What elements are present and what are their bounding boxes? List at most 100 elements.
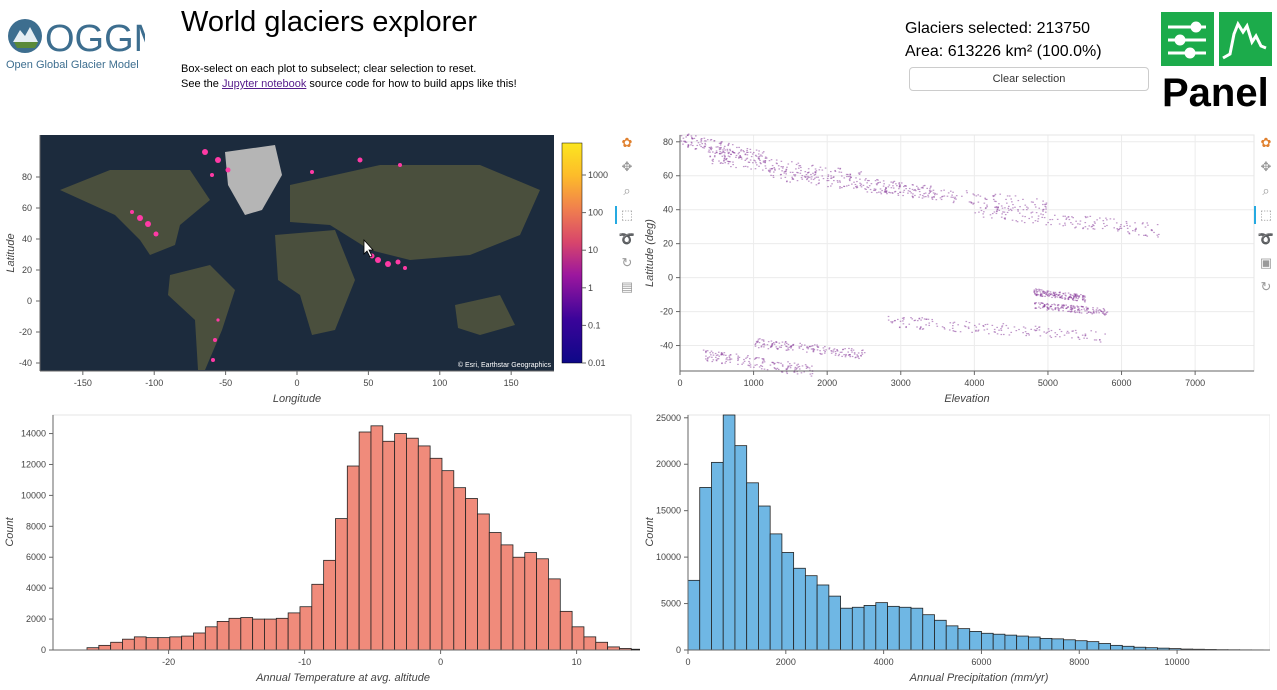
scatter-point [993, 211, 996, 213]
scatter-point [1072, 296, 1075, 298]
scatter-point [801, 365, 804, 367]
scatter-point [732, 152, 735, 154]
hover-icon[interactable]: ▤ [620, 279, 634, 294]
scatter-point [787, 365, 790, 367]
scatter-point [1035, 307, 1038, 309]
scatter-point [1005, 198, 1007, 201]
scatter-point [735, 166, 737, 169]
scatter-point [1032, 201, 1034, 203]
scatter-point [724, 152, 726, 154]
precipitation-histogram[interactable]: 0 2000 4000 6000 8000 10000050001000015000200… [640, 410, 1270, 690]
scatter-point [761, 155, 763, 157]
scatter-point [992, 195, 994, 197]
scatter-point [743, 358, 745, 361]
scatter-point [1074, 299, 1077, 301]
temperature-bar [299, 606, 313, 651]
map-x-tick-label: 150 [504, 378, 519, 388]
scatter-point [799, 172, 802, 174]
clear-selection-button[interactable]: Clear selection [909, 67, 1149, 91]
scatter-point [1062, 307, 1064, 309]
scatter-point [1017, 210, 1019, 212]
scatter-point [863, 352, 866, 354]
scatter-point [929, 188, 931, 190]
box-select-icon[interactable]: ⬚ [615, 206, 636, 224]
scatter-point [787, 349, 790, 351]
scatter-point [796, 370, 798, 373]
scatter-point [850, 349, 853, 351]
scatter-point [816, 349, 819, 351]
scatter-point [1069, 305, 1072, 307]
scatter-point [1073, 311, 1076, 313]
scatter-point [748, 161, 751, 163]
scatter-point [1043, 292, 1046, 294]
scatter-point [853, 353, 856, 355]
scatter-point [866, 186, 869, 188]
scatter-point [968, 321, 971, 324]
scatter-toolbar: ✿ ✥ ⌕ ⬚ ➰ ▣ ↻ [1254, 134, 1277, 302]
precipitation-bar [863, 605, 877, 651]
scatter-point [902, 320, 904, 322]
elevation-latitude-scatter[interactable]: 0 1000 2000 3000 4000 5000 6000 7000806040200-2… [640, 130, 1255, 410]
pan-icon[interactable]: ✥ [621, 159, 633, 174]
scatter-point [1086, 337, 1088, 339]
jupyter-notebook-link[interactable]: Jupyter notebook [221, 78, 307, 90]
scatter-point [772, 362, 775, 364]
scatter-point [1061, 305, 1063, 308]
box-select-icon[interactable]: ⬚ [1254, 206, 1275, 224]
scatter-point [705, 140, 707, 142]
scatter-point [890, 187, 893, 189]
scatter-x-tick-label: 0 [677, 378, 682, 388]
scatter-point [1042, 292, 1044, 294]
reset-icon[interactable]: ↻ [1260, 279, 1272, 294]
scatter-point [769, 170, 772, 172]
scatter-point [865, 188, 867, 191]
scatter-point [932, 189, 935, 191]
scatter-point [812, 178, 815, 181]
scatter-point [971, 331, 973, 333]
temperature-bar [252, 618, 265, 651]
scatter-point [724, 162, 726, 164]
scatter-point [767, 348, 770, 350]
bokeh-logo-icon[interactable]: ✿ [1260, 135, 1272, 150]
lasso-icon[interactable]: ➰ [1257, 231, 1275, 246]
pan-icon[interactable]: ✥ [1260, 159, 1272, 174]
temperature-histogram[interactable]: -20 -10 0 100200040006000800010000120001400… [0, 410, 640, 690]
scatter-point [755, 340, 758, 343]
glacier-map-plot[interactable]: © Esri, Earthstar Geographics 1000100101… [0, 130, 615, 410]
scatter-point [794, 368, 796, 370]
scatter-point [1073, 293, 1076, 295]
scatter-point [879, 188, 882, 190]
scatter-point [786, 166, 788, 168]
scatter-point [856, 185, 858, 187]
scatter-point [921, 328, 924, 330]
scatter-point [859, 178, 861, 180]
scatter-point [719, 142, 722, 144]
lasso-icon[interactable]: ➰ [618, 231, 636, 246]
scatter-point [828, 347, 831, 349]
scatter-point [822, 177, 825, 180]
scatter-y-tick-label: 40 [663, 205, 673, 215]
scatter-point [1103, 310, 1106, 312]
precipitation-bar [1039, 637, 1053, 651]
scatter-point [1035, 288, 1037, 290]
scatter-point [890, 321, 892, 323]
scatter-point [998, 209, 1001, 211]
scatter-point [1018, 328, 1020, 331]
scatter-point [1125, 222, 1128, 224]
scatter-y-axis-label: Latitude (deg) [644, 219, 656, 287]
scatter-point [1078, 338, 1081, 340]
scatter-point [759, 338, 761, 340]
scatter-point [798, 347, 801, 349]
scatter-point [799, 165, 802, 167]
scatter-point [1077, 337, 1080, 339]
bokeh-logo-icon[interactable]: ✿ [621, 135, 633, 150]
reset-icon[interactable]: ↻ [621, 255, 633, 270]
wheel-zoom-icon[interactable]: ⌕ [623, 183, 631, 198]
wheel-zoom-icon[interactable]: ⌕ [1262, 183, 1270, 198]
save-icon[interactable]: ▣ [1259, 255, 1273, 270]
scatter-point [685, 136, 687, 138]
scatter-point [982, 213, 984, 215]
scatter-point [1074, 296, 1077, 298]
scatter-point [892, 182, 894, 184]
scatter-point [1054, 294, 1056, 296]
